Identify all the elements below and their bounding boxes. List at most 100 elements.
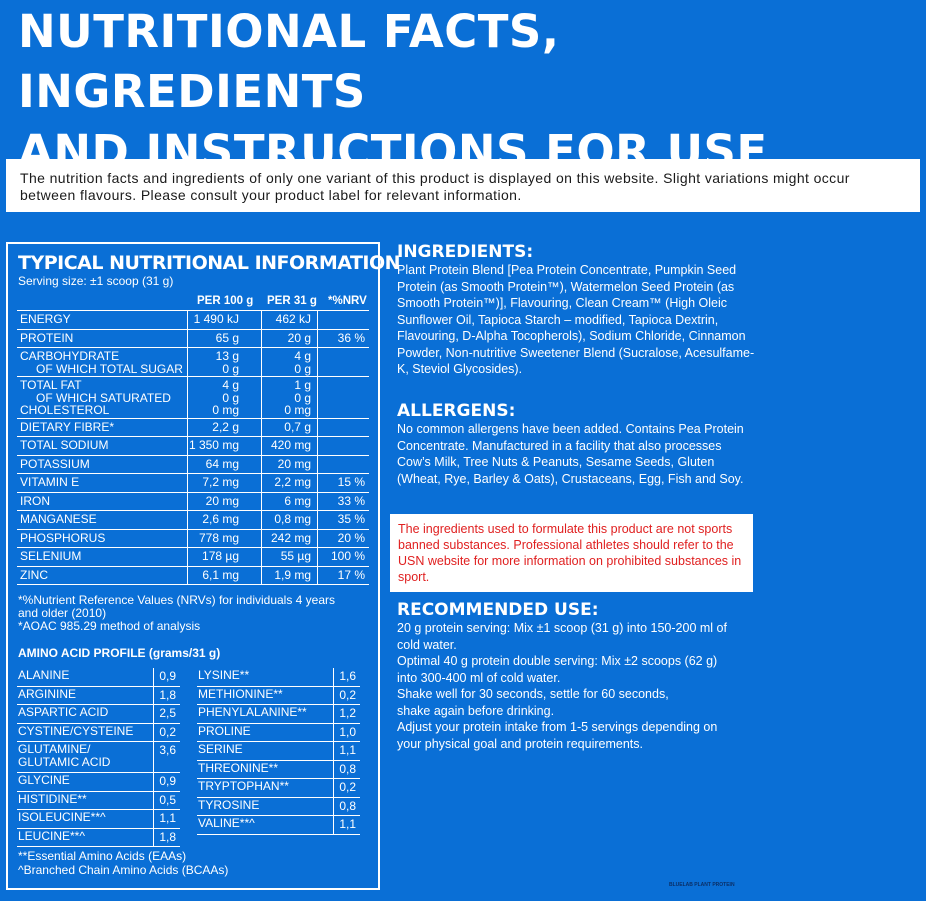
- header-per-31g: PER 31 g: [267, 295, 317, 307]
- amino-acid-name: TYROSINE: [198, 797, 260, 812]
- amino-acid-row: GLYCINE 0,9: [17, 773, 180, 792]
- amino-acid-title: AMINO ACID PROFILE (grams/31 g): [18, 646, 221, 660]
- amino-acid-name: THREONINE**: [198, 760, 279, 775]
- amino-acid-name: HISTIDINE**: [18, 791, 87, 806]
- value-per-100g: 2,2 g: [212, 419, 239, 434]
- value-per-31g: 0,8 mg: [274, 512, 311, 526]
- recommended-use-line: cold water.: [397, 637, 457, 652]
- amino-acid-row: METHIONINE** 0,2: [197, 686, 360, 705]
- value-per-100g: 0 g: [222, 390, 239, 405]
- amino-acid-row: ARGININE 1,8: [17, 686, 180, 705]
- amino-acid-name: ISOLEUCINE**^: [18, 810, 106, 824]
- amino-acid-row: LEUCINE**^ 1,8: [17, 828, 180, 847]
- value-per-31g: 1,9 mg: [274, 567, 311, 582]
- page-title: NUTRITIONAL FACTS, INGREDIENTS AND INSTR…: [18, 2, 918, 182]
- nutrient-label: TOTAL FAT: [20, 378, 82, 392]
- nutrient-label: PHOSPHORUS: [20, 530, 106, 545]
- amino-acid-value: 1,2: [339, 706, 356, 720]
- value-per-31g: 0,7 g: [284, 419, 311, 434]
- amino-acid-value: 1,6: [339, 669, 356, 683]
- nutrition-row: TOTAL SODIUM 1 350 mg 420 mg: [17, 437, 369, 456]
- value-per-31g: 0 g: [294, 361, 311, 376]
- nutrient-label: MANGANESE: [20, 512, 97, 526]
- amino-acid-value: 1,8: [159, 687, 176, 702]
- amino-acid-name: ARGININE: [18, 686, 77, 701]
- amino-acid-value: 0,2: [159, 724, 176, 739]
- value-per-100g: 7,2 mg: [202, 475, 239, 489]
- nutrition-row: VITAMIN E 7,2 mg 2,2 mg 15 %: [17, 474, 369, 493]
- amino-acid-row: ALANINE 0,9: [17, 668, 180, 687]
- variant-notice: The nutrition facts and ingredients of o…: [6, 159, 920, 212]
- value-nrv: 20 %: [337, 530, 365, 545]
- amino-acid-row: VALINE**^ 1,1: [197, 816, 360, 835]
- ingredients-title: INGREDIENTS:: [397, 242, 534, 262]
- nutrition-row: TOTAL FAT OF WHICH SATURATED CHOLESTEROL 4 …: [17, 377, 369, 419]
- amino-acid-name: GLYCINE: [18, 773, 70, 787]
- value-nrv: 17 %: [337, 567, 365, 582]
- amino-acid-column-left: ALANINE 0,9 ARGININE 1,8 ASPARTIC ACID 2,5 CYS…: [17, 668, 180, 847]
- nutrition-table-header: PER 100 g PER 31 g *%NRV: [17, 294, 369, 310]
- value-per-100g: 1 490 kJ: [193, 312, 239, 326]
- nrv-footnote: *%Nutrient Reference Values (NRVs) for i…: [18, 593, 336, 620]
- amino-acid-value: 1,8: [159, 829, 176, 844]
- value-per-31g: 0 mg: [284, 403, 311, 417]
- ingredients-section: INGREDIENTS: Plant Protein Blend [Pea Pr…: [397, 242, 757, 378]
- amino-acid-value: 1,1: [159, 811, 176, 825]
- amino-acid-value: 0,8: [339, 761, 356, 776]
- nutrient-label: CHOLESTEROL: [20, 403, 110, 417]
- amino-acid-row: LYSINE** 1,6: [197, 668, 360, 687]
- recommended-use-line: Shake well for 30 seconds, settle for 60…: [397, 687, 669, 701]
- nutrition-row: POTASSIUM 64 mg 20 mg: [17, 455, 369, 474]
- amino-acid-row: ISOLEUCINE**^ 1,1: [17, 810, 180, 829]
- value-per-100g: 178 µg: [202, 549, 239, 563]
- amino-acid-value: 1,0: [339, 724, 356, 739]
- ingredients-text: Plant Protein Blend [Pea Protein Concent…: [397, 263, 755, 376]
- nutrition-row: DIETARY FIBRE* 2,2 g 0,7 g: [17, 418, 369, 437]
- amino-acid-name: PHENYLALANINE**: [198, 705, 307, 719]
- amino-acid-row: PHENYLALANINE** 1,2: [197, 705, 360, 724]
- amino-acid-value: 1,1: [339, 817, 356, 831]
- value-per-100g: 2,6 mg: [202, 512, 239, 526]
- amino-acid-row: GLUTAMINE/GLUTAMIC ACID 3,6: [17, 742, 180, 773]
- value-per-31g: 462 kJ: [275, 312, 311, 326]
- nutrient-label: OF WHICH SATURATED: [36, 390, 171, 405]
- amino-acid-row: CYSTINE/CYSTEINE 0,2: [17, 723, 180, 742]
- nutrition-panel: TYPICAL NUTRITIONAL INFORMATION Serving …: [6, 242, 401, 890]
- amino-acid-value: 0,9: [159, 774, 176, 788]
- value-per-31g: 1 g: [294, 378, 311, 392]
- nutrition-row: IRON 20 mg 6 mg 33 %: [17, 492, 369, 511]
- amino-acid-name: VALINE**^: [198, 816, 255, 830]
- amino-acid-name: PROLINE: [198, 723, 251, 738]
- recommended-use-line: shake again before drinking.: [397, 703, 555, 718]
- amino-acid-name: GLUTAMINE/: [18, 742, 91, 756]
- amino-acid-name: ASPARTIC ACID: [18, 705, 109, 719]
- banned-substances-warning: The ingredients used to formulate this p…: [390, 514, 753, 592]
- value-per-100g: 65 g: [215, 330, 239, 345]
- amino-acid-row: ASPARTIC ACID 2,5: [17, 705, 180, 724]
- amino-acid-value: 1,1: [339, 743, 356, 757]
- value-per-100g: 0 g: [222, 361, 239, 376]
- value-per-100g: 4 g: [222, 378, 239, 392]
- nutrition-row: ENERGY 1 490 kJ 462 kJ: [17, 311, 369, 330]
- header-nrv: *%NRV: [328, 295, 367, 307]
- value-per-100g: 6,1 mg: [202, 567, 239, 582]
- value-per-100g: 0 mg: [212, 403, 239, 417]
- value-per-31g: 55 µg: [280, 549, 311, 563]
- nutrient-label: PROTEIN: [20, 330, 74, 345]
- nutrition-row: PROTEIN 65 g 20 g 36 %: [17, 329, 369, 348]
- value-per-31g: 20 mg: [277, 456, 311, 471]
- recommended-use-section: RECOMMENDED USE: 20 g protein serving: M…: [397, 600, 777, 752]
- recommended-use-text: 20 g protein serving: Mix ±1 scoop (31 g…: [397, 620, 777, 752]
- value-per-100g: 778 mg: [198, 530, 239, 545]
- allergens-text: No common allergens have been added. Con…: [397, 422, 744, 486]
- nutrient-label: ENERGY: [20, 312, 71, 326]
- value-per-100g: 13 g: [215, 349, 239, 363]
- nutrition-row: MANGANESE 2,6 mg 0,8 mg 35 %: [17, 511, 369, 530]
- nutrition-table: PER 100 g PER 31 g *%NRV ENERGY 1 490 kJ 4…: [17, 294, 369, 585]
- amino-acid-name: LYSINE**: [198, 668, 250, 682]
- value-per-31g: 20 g: [287, 330, 311, 345]
- amino-acid-value: 3,6: [159, 743, 176, 757]
- amino-acid-name: SERINE: [198, 742, 243, 756]
- nutrient-label: OF WHICH TOTAL SUGAR: [36, 361, 183, 376]
